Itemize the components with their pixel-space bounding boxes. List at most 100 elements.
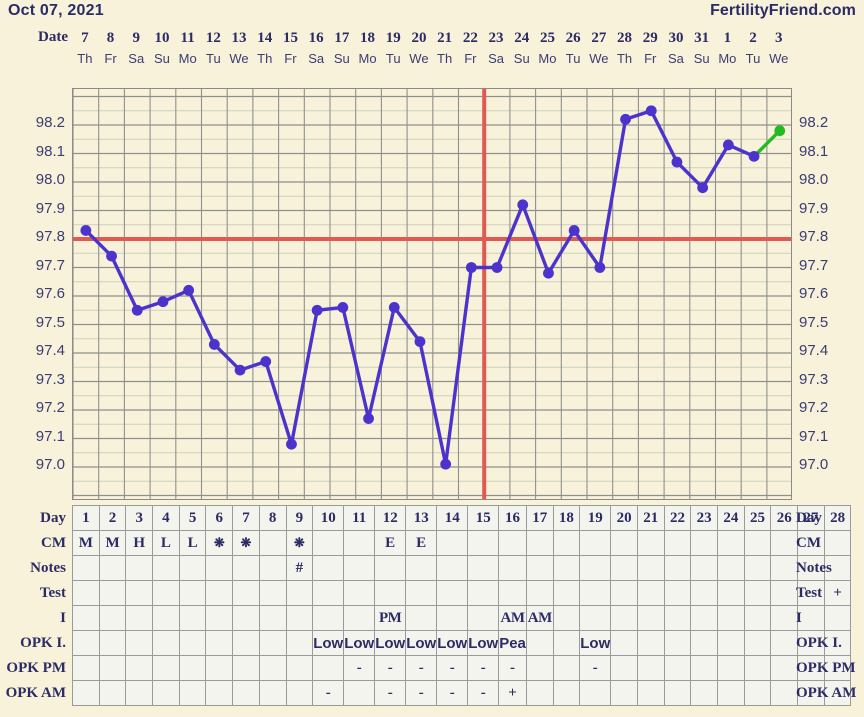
table-row[interactable]: PM AM AM: [72, 605, 852, 631]
cell-notes[interactable]: [579, 555, 612, 581]
cell-day[interactable]: 25: [743, 505, 772, 531]
cell-intercourse[interactable]: [312, 605, 345, 631]
cell-test[interactable]: [285, 580, 314, 606]
cell-opk_am[interactable]: [743, 680, 772, 706]
cell-notes[interactable]: [205, 555, 234, 581]
cell-opk_i[interactable]: [125, 630, 154, 656]
cell-test[interactable]: [690, 580, 719, 606]
cell-notes[interactable]: [152, 555, 180, 581]
cell-opk_i[interactable]: Low: [467, 630, 500, 656]
cell-opk_pm[interactable]: -: [405, 655, 438, 681]
cell-test[interactable]: [467, 580, 500, 606]
cell-notes[interactable]: [797, 555, 825, 581]
cell-opk_am[interactable]: [770, 680, 799, 706]
cell-day[interactable]: 16: [498, 505, 527, 531]
cell-opk_am[interactable]: [258, 680, 287, 706]
cell-test[interactable]: [343, 580, 376, 606]
cell-notes[interactable]: [232, 555, 260, 581]
cell-intercourse[interactable]: [125, 605, 154, 631]
cell-day[interactable]: 14: [436, 505, 469, 531]
cell-opk_i[interactable]: [178, 630, 207, 656]
cell-test[interactable]: [636, 580, 665, 606]
cell-day[interactable]: 19: [579, 505, 612, 531]
cell-notes[interactable]: [525, 555, 554, 581]
cell-day[interactable]: 4: [152, 505, 180, 531]
cell-cm[interactable]: [610, 530, 638, 556]
cell-opk_am[interactable]: [72, 680, 100, 706]
cell-opk_am[interactable]: -: [436, 680, 469, 706]
cell-test[interactable]: [258, 580, 287, 606]
cell-cm[interactable]: [498, 530, 527, 556]
cell-opk_pm[interactable]: [797, 655, 825, 681]
cell-notes[interactable]: [72, 555, 100, 581]
cell-intercourse[interactable]: [636, 605, 665, 631]
cell-opk_i[interactable]: [743, 630, 772, 656]
cell-opk_am[interactable]: [343, 680, 376, 706]
table-row[interactable]: M M H L L ❋ ❋ ❋ E E: [72, 530, 852, 556]
cell-test[interactable]: +: [823, 580, 852, 606]
cell-intercourse[interactable]: [743, 605, 772, 631]
cell-day[interactable]: 9: [285, 505, 314, 531]
cell-cm[interactable]: [343, 530, 376, 556]
cell-day[interactable]: 22: [663, 505, 692, 531]
cell-intercourse[interactable]: [232, 605, 260, 631]
bbt-chart[interactable]: [72, 88, 794, 500]
cell-cm[interactable]: ❋: [205, 530, 234, 556]
cell-notes[interactable]: [98, 555, 127, 581]
cell-cm[interactable]: [717, 530, 745, 556]
cell-day[interactable]: 3: [125, 505, 154, 531]
cell-cm[interactable]: [823, 530, 852, 556]
cell-opk_i[interactable]: Low: [312, 630, 345, 656]
cell-cm[interactable]: M: [72, 530, 100, 556]
cell-notes[interactable]: [717, 555, 745, 581]
cell-notes[interactable]: [663, 555, 692, 581]
cell-day[interactable]: 5: [178, 505, 207, 531]
cell-cm[interactable]: [436, 530, 469, 556]
cell-opk_am[interactable]: -: [405, 680, 438, 706]
cell-cm[interactable]: [525, 530, 554, 556]
cell-intercourse[interactable]: [405, 605, 438, 631]
cell-opk_pm[interactable]: -: [374, 655, 407, 681]
cell-opk_i[interactable]: [98, 630, 127, 656]
cell-notes[interactable]: [690, 555, 719, 581]
cell-opk_am[interactable]: [690, 680, 719, 706]
cell-test[interactable]: [770, 580, 799, 606]
cell-notes[interactable]: [823, 555, 852, 581]
cell-notes[interactable]: [552, 555, 581, 581]
cell-notes[interactable]: [467, 555, 500, 581]
cell-opk_am[interactable]: [663, 680, 692, 706]
cell-opk_am[interactable]: [823, 680, 852, 706]
cell-intercourse[interactable]: [205, 605, 234, 631]
cell-opk_i[interactable]: Low: [343, 630, 376, 656]
cell-opk_pm[interactable]: [610, 655, 638, 681]
cycle-data-table[interactable]: 1 2 3 4 5 6 7 8 9 10 11 12 13 14 15 16 17 18 19 20 21 22 23 24 2…: [72, 505, 852, 706]
table-row[interactable]: - - - - - +: [72, 680, 852, 706]
cell-opk_am[interactable]: [152, 680, 180, 706]
cell-opk_i[interactable]: Low: [579, 630, 612, 656]
cell-opk_i[interactable]: [232, 630, 260, 656]
table-row[interactable]: 1 2 3 4 5 6 7 8 9 10 11 12 13 14 15 16 17 18 19 20 21 22 23 24 2…: [72, 505, 852, 531]
cell-opk_pm[interactable]: [178, 655, 207, 681]
cell-opk_i[interactable]: [610, 630, 638, 656]
cell-intercourse[interactable]: [285, 605, 314, 631]
cell-test[interactable]: [436, 580, 469, 606]
cell-day[interactable]: 26: [770, 505, 799, 531]
cell-cm[interactable]: [743, 530, 772, 556]
cell-cm[interactable]: ❋: [285, 530, 314, 556]
cell-opk_pm[interactable]: -: [579, 655, 612, 681]
cell-intercourse[interactable]: [717, 605, 745, 631]
cell-intercourse[interactable]: PM: [374, 605, 407, 631]
cell-notes[interactable]: #: [285, 555, 314, 581]
cell-opk_i[interactable]: [797, 630, 825, 656]
cell-cm[interactable]: E: [374, 530, 407, 556]
cell-day[interactable]: 18: [552, 505, 581, 531]
cell-opk_pm[interactable]: [72, 655, 100, 681]
cell-day[interactable]: 7: [232, 505, 260, 531]
cell-cm[interactable]: M: [98, 530, 127, 556]
table-row[interactable]: Low Low Low Low Low Low Pea Low: [72, 630, 852, 656]
cell-intercourse[interactable]: [663, 605, 692, 631]
cell-opk_i[interactable]: [285, 630, 314, 656]
cell-opk_pm[interactable]: [285, 655, 314, 681]
cell-opk_pm[interactable]: [743, 655, 772, 681]
cell-day[interactable]: 23: [690, 505, 719, 531]
